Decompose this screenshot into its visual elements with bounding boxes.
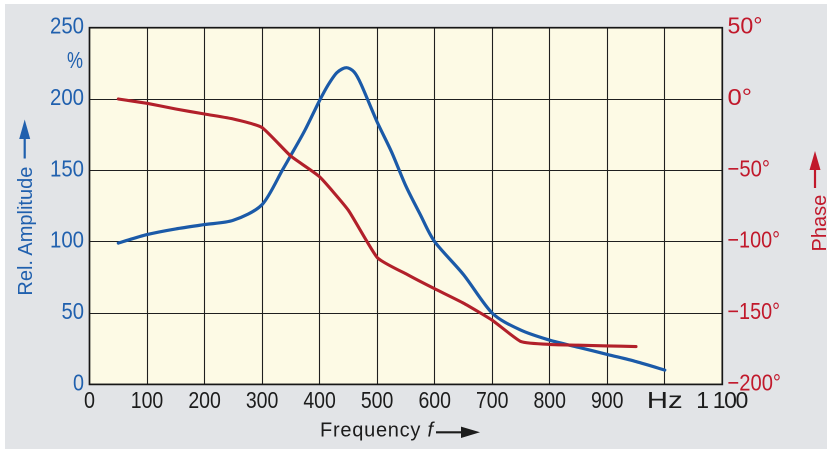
- svg-text:−50°: −50°: [728, 155, 771, 181]
- svg-text:Phase: Phase: [809, 195, 831, 252]
- svg-text:−150°: −150°: [728, 298, 781, 324]
- svg-text:800: 800: [533, 387, 566, 413]
- svg-text:500: 500: [361, 387, 394, 413]
- svg-text:100: 100: [131, 387, 164, 413]
- svg-text:700: 700: [476, 387, 509, 413]
- svg-text:Hz: Hz: [647, 387, 683, 413]
- svg-text:Rel. Amplitude: Rel. Amplitude: [15, 167, 37, 296]
- svg-text:200: 200: [50, 84, 84, 110]
- svg-text:900: 900: [591, 387, 624, 413]
- svg-text:200: 200: [188, 387, 221, 413]
- svg-text:0: 0: [84, 387, 95, 413]
- svg-text:250: 250: [50, 13, 84, 39]
- svg-text:600: 600: [418, 387, 451, 413]
- svg-text:Frequency f: Frequency f: [320, 420, 435, 442]
- svg-text:1 100: 1 100: [696, 387, 748, 413]
- svg-text:50°: 50°: [728, 13, 763, 39]
- svg-text:150: 150: [50, 155, 84, 181]
- svg-text:0°: 0°: [728, 84, 753, 110]
- svg-text:300: 300: [246, 387, 279, 413]
- svg-text:400: 400: [303, 387, 336, 413]
- svg-text:−100°: −100°: [728, 227, 781, 253]
- svg-text:0: 0: [73, 369, 84, 395]
- svg-text:50: 50: [62, 298, 85, 324]
- svg-text:%: %: [67, 47, 83, 73]
- svg-text:100: 100: [50, 227, 84, 253]
- svg-text:−200°: −200°: [728, 369, 782, 395]
